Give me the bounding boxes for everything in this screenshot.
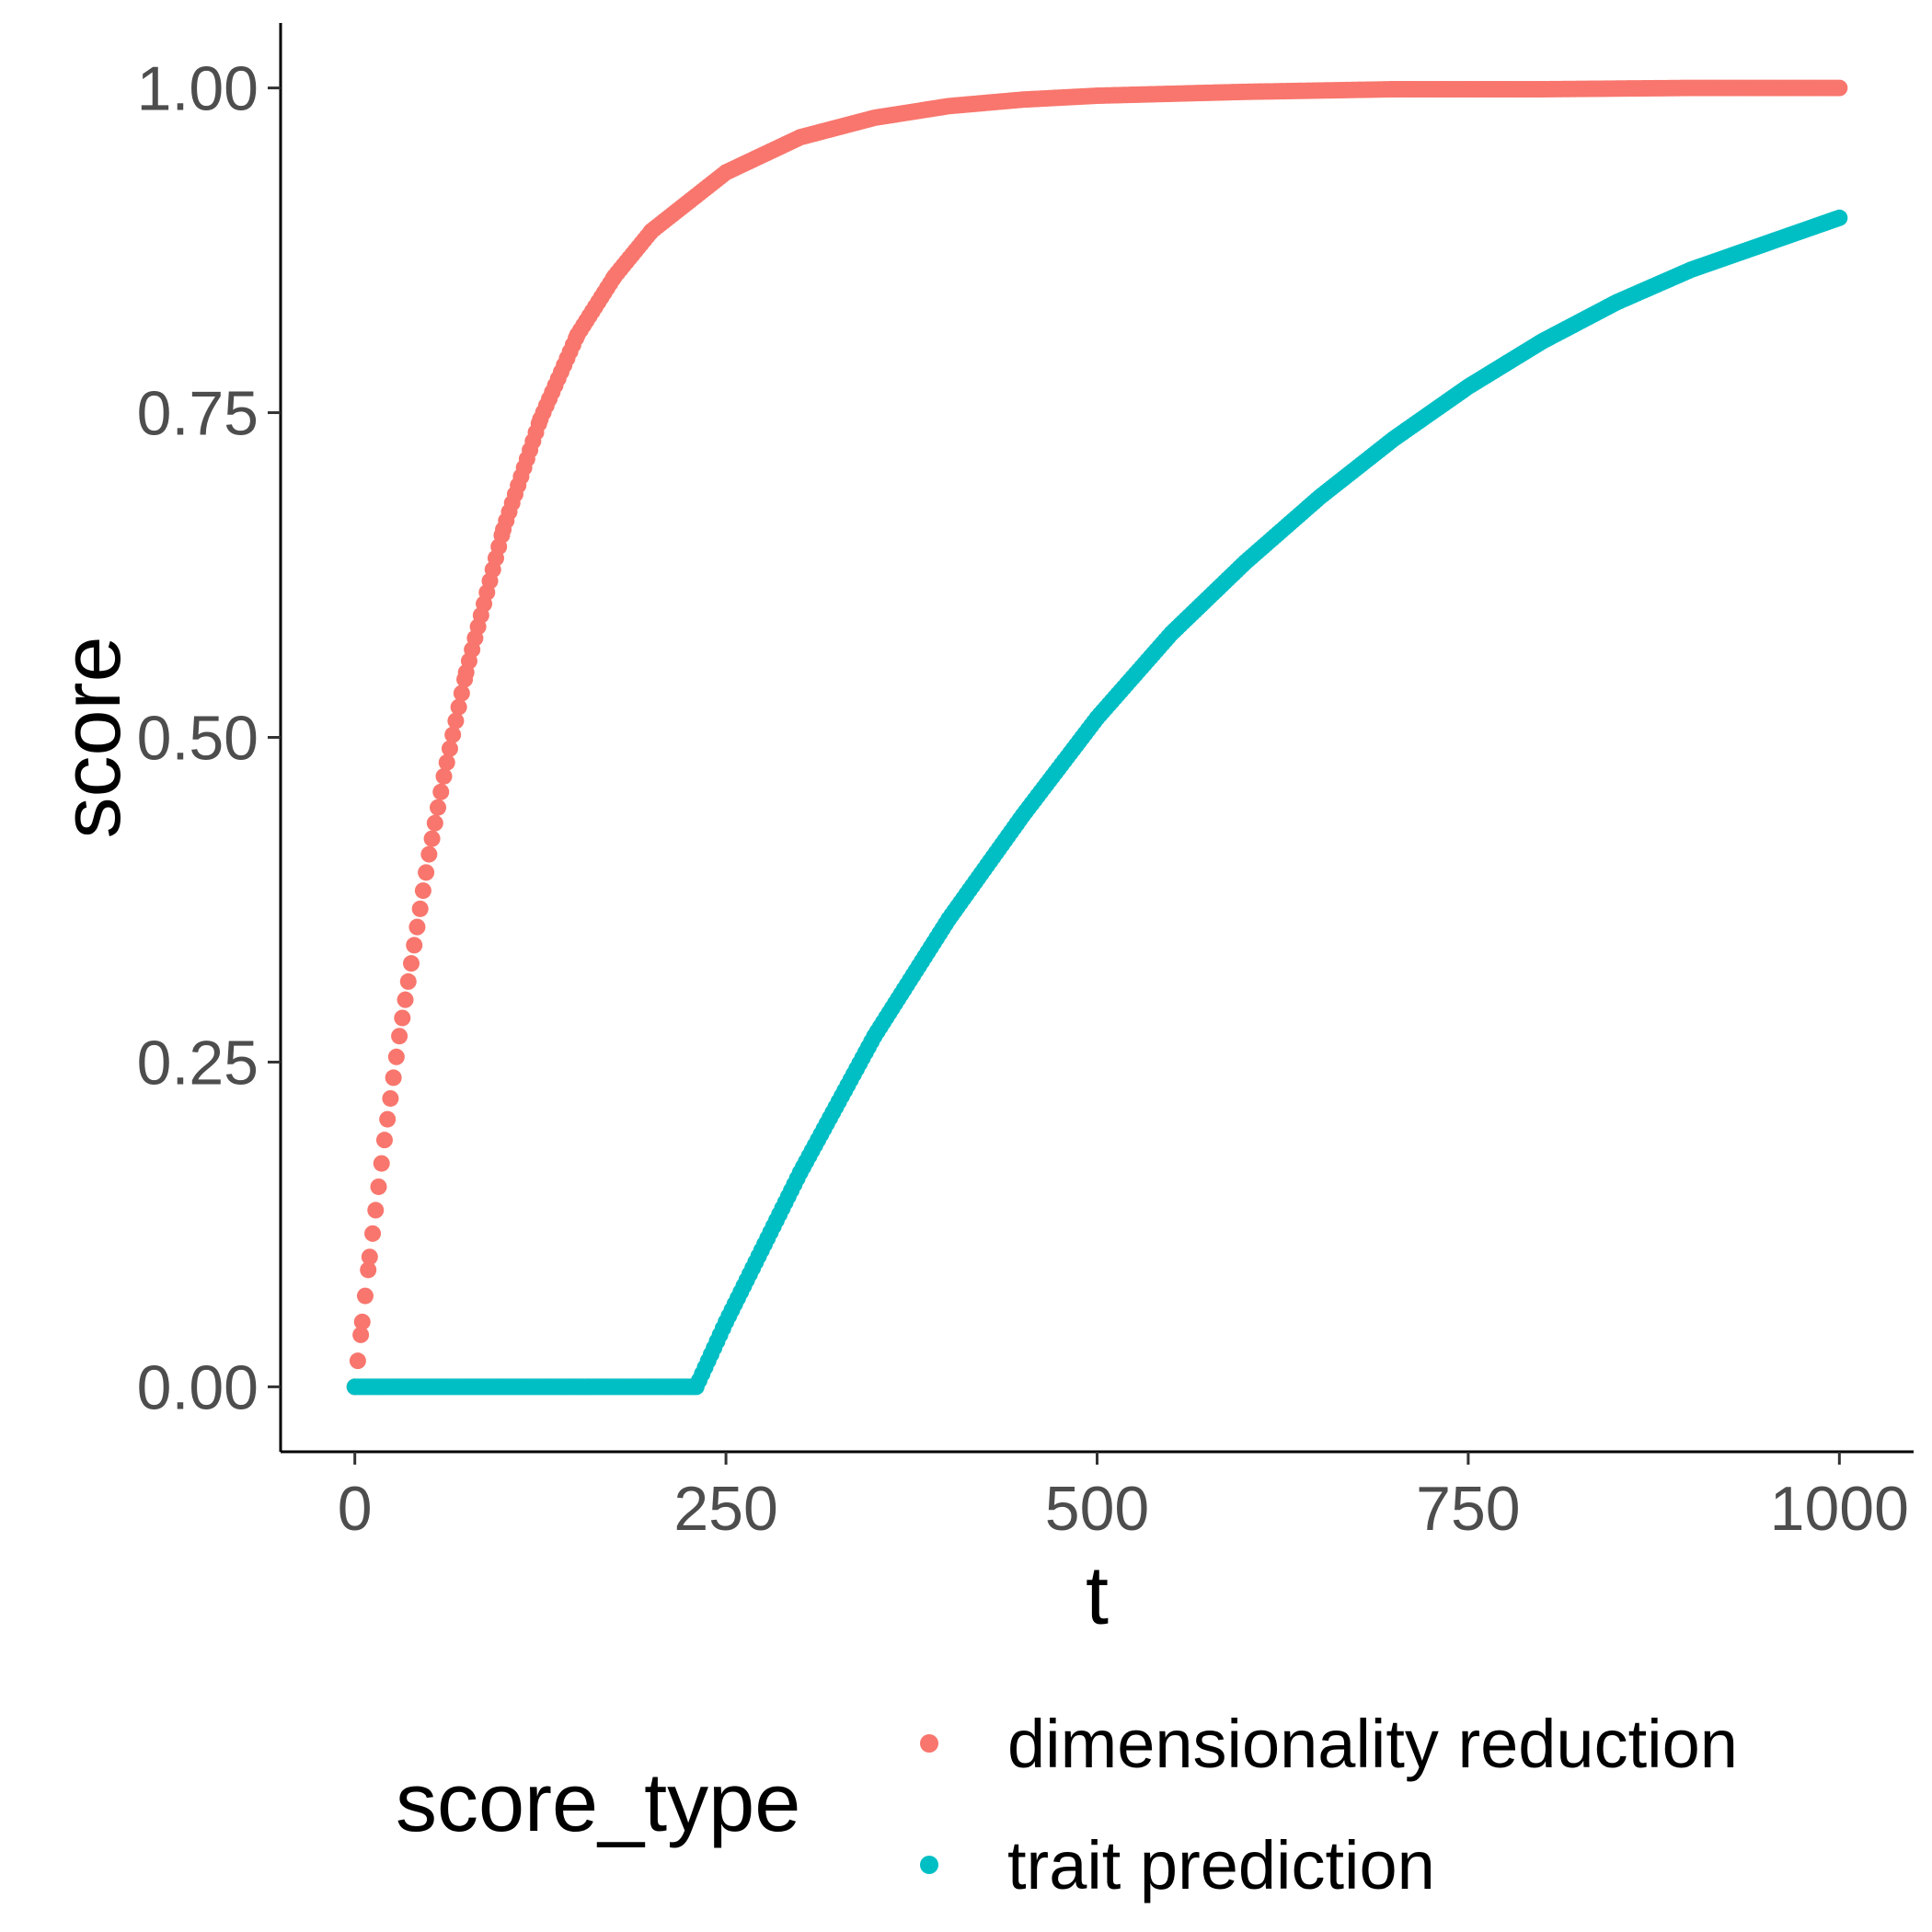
data-point <box>353 1313 371 1330</box>
data-point <box>453 684 470 702</box>
data-point <box>414 882 431 900</box>
data-point <box>450 698 467 716</box>
data-point <box>420 845 438 863</box>
ticks: 0 250 500 750 1000 0.00 0.25 0.50 0.75 1.00 <box>137 54 1909 1544</box>
x-tick-label: 250 <box>673 1474 777 1544</box>
plot-area <box>346 79 1848 1396</box>
series-1 <box>346 209 1848 1396</box>
data-point <box>435 767 453 785</box>
data-point <box>406 937 423 954</box>
data-point <box>441 740 458 757</box>
y-tick-label: 0.00 <box>137 1352 259 1422</box>
y-tick-label: 0.50 <box>137 704 259 774</box>
data-point <box>379 1110 397 1128</box>
data-point <box>418 864 435 881</box>
data-point <box>375 1132 393 1149</box>
series-0 <box>346 79 1848 1396</box>
data-point <box>391 1028 408 1045</box>
legend-key <box>920 1856 938 1874</box>
data-point <box>399 972 417 990</box>
legend-label: dimensionality reduction <box>1007 1706 1738 1782</box>
data-point <box>438 753 455 771</box>
legend-items: dimensionality reduction trait prediction <box>920 1706 1738 1903</box>
y-tick-label: 0.25 <box>137 1028 259 1098</box>
data-point <box>361 1248 378 1266</box>
x-tick-label: 500 <box>1045 1474 1149 1544</box>
data-point <box>360 1261 377 1279</box>
data-point <box>403 955 420 972</box>
data-point <box>411 900 429 917</box>
x-tick-label: 750 <box>1416 1474 1520 1544</box>
data-point <box>356 1287 374 1305</box>
data-point <box>408 918 426 936</box>
data-point <box>447 712 465 730</box>
legend-title: score_type <box>396 1757 800 1849</box>
y-axis-title: score <box>46 636 138 838</box>
data-point <box>423 830 441 847</box>
x-axis-title: t <box>1086 1550 1109 1642</box>
data-point <box>1831 79 1848 97</box>
data-point <box>373 1155 390 1172</box>
data-point <box>1831 209 1848 226</box>
data-point <box>394 1009 411 1027</box>
data-point <box>430 799 447 816</box>
x-tick-label: 0 <box>338 1474 373 1544</box>
data-point <box>367 1202 385 1219</box>
legend-key <box>920 1734 938 1753</box>
legend-label: trait prediction <box>1007 1827 1435 1903</box>
data-point <box>382 1089 399 1107</box>
data-point <box>432 783 450 800</box>
data-point <box>349 1352 366 1370</box>
data-point <box>444 726 462 743</box>
data-point <box>387 1048 405 1065</box>
data-point <box>352 1326 370 1343</box>
legend: score_type dimensionality reduction trait… <box>396 1706 1738 1903</box>
y-tick-label: 1.00 <box>137 54 259 124</box>
data-point <box>385 1069 402 1087</box>
x-tick-label: 1000 <box>1770 1474 1909 1544</box>
data-point <box>397 991 414 1008</box>
data-point <box>426 814 443 832</box>
y-tick-label: 0.75 <box>137 379 259 449</box>
data-point <box>370 1178 387 1195</box>
data-point <box>364 1225 382 1242</box>
axes <box>279 23 1914 1454</box>
